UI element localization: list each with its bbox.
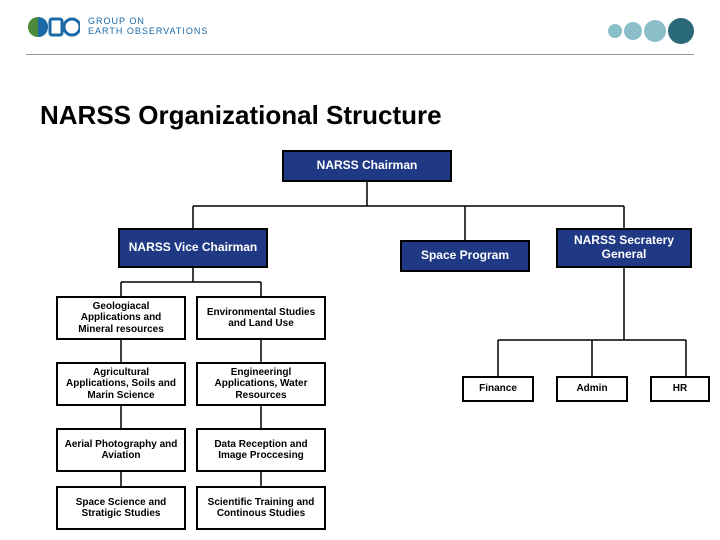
node-vice-chairman: NARSS Vice Chairman bbox=[118, 228, 268, 268]
header-dots bbox=[608, 18, 694, 44]
node-label: Engineeringl Applications, Water Resourc… bbox=[204, 367, 318, 402]
geo-logomark bbox=[26, 14, 80, 40]
node-label: Scientific Training and Continous Studie… bbox=[204, 497, 318, 520]
dept-agri: Agricultural Applications, Soils and Mar… bbox=[56, 362, 186, 406]
node-chairman: NARSS Chairman bbox=[282, 150, 452, 182]
dept-space-sci: Space Science and Stratigic Studies bbox=[56, 486, 186, 530]
dept-env: Environmental Studies and Land Use bbox=[196, 296, 326, 340]
dept-eng: Engineeringl Applications, Water Resourc… bbox=[196, 362, 326, 406]
node-label: Agricultural Applications, Soils and Mar… bbox=[64, 367, 178, 402]
node-label: Space Program bbox=[421, 249, 509, 263]
brand-text: GROUP ON EARTH OBSERVATIONS bbox=[88, 17, 208, 37]
header-rule bbox=[26, 54, 694, 55]
node-label: Environmental Studies and Land Use bbox=[204, 307, 318, 330]
node-label: NARSS Secratery General bbox=[564, 234, 684, 262]
node-space-program: Space Program bbox=[400, 240, 530, 272]
node-finance: Finance bbox=[462, 376, 534, 402]
node-label: HR bbox=[673, 383, 687, 395]
brand-logo: GROUP ON EARTH OBSERVATIONS bbox=[26, 14, 208, 40]
dept-aerial: Aerial Photography and Aviation bbox=[56, 428, 186, 472]
node-label: Space Science and Stratigic Studies bbox=[64, 497, 178, 520]
dept-data: Data Reception and Image Proccesing bbox=[196, 428, 326, 472]
node-label: Finance bbox=[479, 383, 517, 395]
node-label: Aerial Photography and Aviation bbox=[64, 439, 178, 462]
node-label: Admin bbox=[576, 383, 607, 395]
dept-training: Scientific Training and Continous Studie… bbox=[196, 486, 326, 530]
node-label: Geologiacal Applications and Mineral res… bbox=[64, 301, 178, 336]
node-label: NARSS Vice Chairman bbox=[129, 241, 258, 255]
node-hr: HR bbox=[650, 376, 710, 402]
dept-geo: Geologiacal Applications and Mineral res… bbox=[56, 296, 186, 340]
node-secretary-general: NARSS Secratery General bbox=[556, 228, 692, 268]
brand-line2: EARTH OBSERVATIONS bbox=[88, 27, 208, 37]
page-title: NARSS Organizational Structure bbox=[40, 100, 442, 131]
node-admin: Admin bbox=[556, 376, 628, 402]
node-label: NARSS Chairman bbox=[317, 159, 418, 173]
node-label: Data Reception and Image Proccesing bbox=[204, 439, 318, 462]
